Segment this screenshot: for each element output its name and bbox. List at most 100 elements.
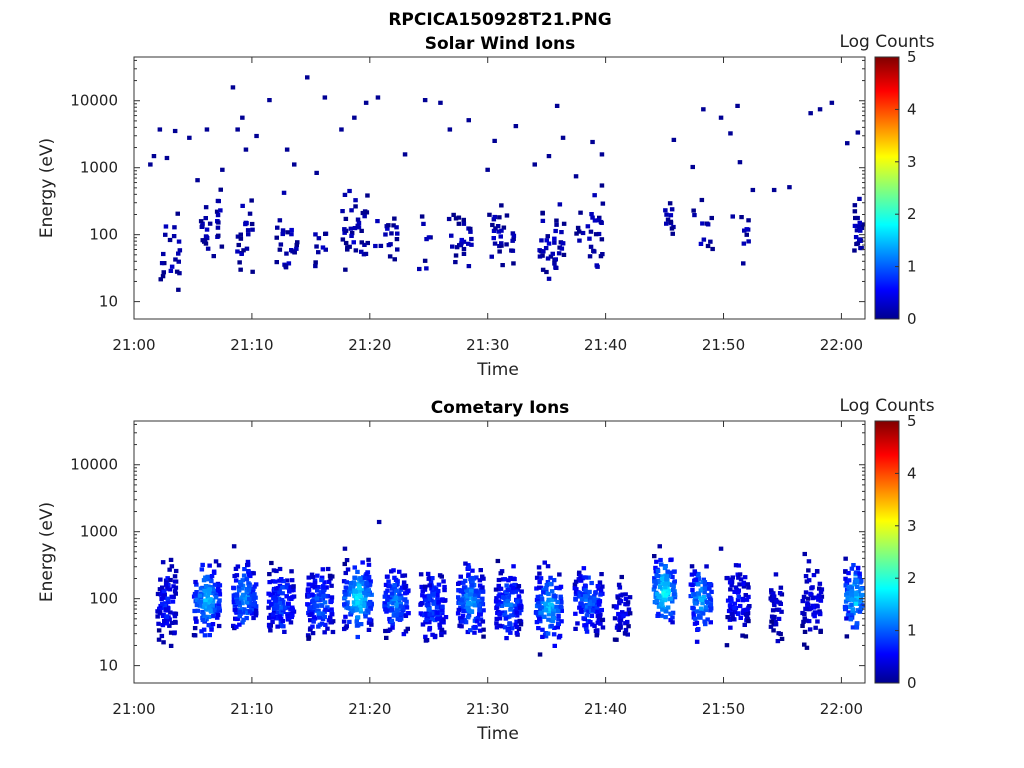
data-cell bbox=[250, 269, 255, 274]
data-cell bbox=[387, 254, 393, 259]
data-cell bbox=[342, 227, 347, 232]
data-cell bbox=[854, 625, 860, 630]
data-cell bbox=[323, 231, 328, 236]
data-point bbox=[195, 178, 200, 183]
data-cell bbox=[279, 577, 284, 582]
data-cell bbox=[343, 614, 348, 619]
colorbar-tick-label: 4 bbox=[907, 100, 917, 118]
data-cell bbox=[393, 595, 399, 601]
data-cell bbox=[387, 607, 392, 612]
data-cell bbox=[697, 609, 703, 614]
data-cell bbox=[511, 233, 517, 238]
data-cell bbox=[477, 583, 483, 588]
data-cell bbox=[436, 599, 441, 605]
data-cell bbox=[215, 198, 221, 203]
data-cell bbox=[772, 614, 777, 620]
data-cell bbox=[514, 606, 519, 611]
data-cell bbox=[553, 257, 558, 262]
data-cell bbox=[693, 571, 698, 576]
data-cell bbox=[245, 562, 251, 567]
data-cell bbox=[558, 594, 563, 599]
data-cell bbox=[584, 613, 590, 618]
data-cell bbox=[274, 616, 280, 621]
data-cell bbox=[192, 591, 198, 597]
data-cell bbox=[860, 222, 865, 227]
data-cell bbox=[667, 201, 673, 206]
data-cell bbox=[433, 587, 439, 592]
data-cell bbox=[247, 609, 253, 614]
data-cell bbox=[496, 583, 501, 588]
data-cell bbox=[739, 215, 744, 220]
data-cell bbox=[695, 595, 701, 600]
data-cell bbox=[355, 623, 361, 628]
data-cell bbox=[358, 606, 363, 611]
data-cell bbox=[627, 611, 633, 616]
data-cell bbox=[198, 586, 204, 591]
data-point bbox=[513, 124, 519, 129]
data-point bbox=[690, 164, 695, 170]
data-cell bbox=[599, 572, 604, 577]
data-cell bbox=[819, 594, 825, 599]
x-tick-label: 21:50 bbox=[702, 336, 745, 354]
data-cell bbox=[743, 634, 749, 639]
colorbar-tick-label: 2 bbox=[907, 205, 917, 223]
data-cell bbox=[554, 585, 559, 590]
data-cell bbox=[468, 628, 473, 633]
data-cell bbox=[581, 616, 586, 621]
data-cell bbox=[319, 575, 325, 580]
data-point bbox=[817, 107, 823, 112]
data-cell bbox=[177, 248, 183, 253]
data-cell bbox=[363, 611, 369, 616]
data-cell bbox=[504, 636, 509, 641]
data-cell bbox=[437, 622, 442, 627]
data-cell bbox=[597, 215, 602, 220]
data-cell bbox=[233, 566, 239, 571]
y-tick-label: 10 bbox=[99, 293, 118, 311]
data-cell bbox=[537, 571, 542, 576]
data-cell bbox=[424, 617, 429, 622]
data-cell bbox=[378, 243, 384, 248]
data-cell bbox=[155, 614, 160, 619]
data-cell bbox=[552, 240, 557, 245]
data-cell bbox=[805, 601, 810, 606]
data-cell bbox=[583, 584, 588, 589]
data-cell bbox=[281, 190, 287, 195]
data-cell bbox=[197, 593, 203, 598]
data-cell bbox=[664, 592, 669, 598]
data-cell bbox=[251, 586, 256, 591]
data-cell bbox=[857, 571, 862, 576]
data-cell bbox=[476, 594, 481, 599]
data-cell bbox=[499, 603, 505, 608]
data-cell bbox=[534, 586, 539, 591]
data-cell bbox=[173, 257, 178, 262]
data-cell bbox=[172, 589, 178, 594]
data-cell bbox=[430, 576, 435, 581]
data-cell bbox=[424, 266, 429, 271]
data-cell bbox=[573, 591, 579, 597]
data-cell bbox=[573, 611, 578, 616]
data-cell bbox=[655, 579, 661, 585]
data-cell bbox=[245, 559, 251, 564]
data-cell bbox=[314, 244, 319, 249]
data-cell bbox=[468, 226, 473, 231]
data-cell bbox=[743, 593, 748, 598]
data-cell bbox=[740, 610, 746, 615]
data-cell bbox=[593, 591, 598, 596]
data-cell bbox=[308, 605, 313, 610]
data-cell bbox=[550, 251, 555, 256]
data-cell bbox=[812, 610, 818, 615]
data-cell bbox=[325, 626, 330, 631]
data-cell bbox=[496, 594, 501, 599]
data-cell bbox=[386, 594, 391, 599]
data-cell bbox=[360, 560, 365, 565]
data-cell bbox=[156, 621, 161, 626]
data-cell bbox=[504, 602, 509, 607]
data-cell bbox=[599, 237, 605, 242]
data-point bbox=[808, 111, 813, 116]
data-cell bbox=[306, 635, 312, 640]
data-cell bbox=[664, 212, 669, 217]
data-cell bbox=[250, 227, 255, 232]
axis-ticks: 21:00 21:10 21:20 21:30 21:40 21:50 22:0010100… bbox=[70, 421, 865, 718]
data-cell bbox=[706, 593, 711, 598]
data-cell bbox=[396, 599, 402, 604]
